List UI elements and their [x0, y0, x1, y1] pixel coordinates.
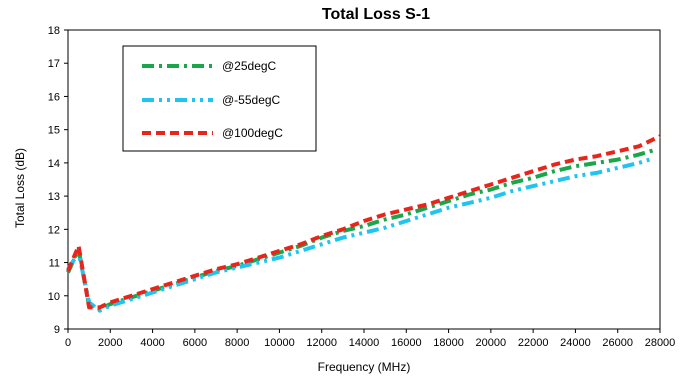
legend-box	[122, 45, 317, 152]
x-tick-label: 28000	[645, 337, 676, 349]
x-tick-label: 0	[65, 337, 71, 349]
legend-label-2: @100degC	[222, 126, 283, 140]
y-tick-label: 10	[48, 291, 60, 303]
x-tick-label: 2000	[98, 337, 122, 349]
y-tick-label: 9	[54, 324, 60, 336]
plot-area: 0 2000 4000 6000 8000 10000 12000 14000 16000 180…	[48, 25, 676, 349]
x-tick-label: 26000	[602, 337, 633, 349]
x-tick-label: 6000	[183, 337, 207, 349]
y-tick-label: 16	[48, 91, 60, 103]
x-tick-label: 10000	[264, 337, 295, 349]
x-tick-label: 22000	[518, 337, 549, 349]
x-tick-label: 4000	[140, 337, 164, 349]
y-axis-label: Total Loss (dB)	[13, 148, 27, 228]
x-axis-label: Frequency (MHz)	[318, 360, 411, 374]
legend-label-1: @-55degC	[222, 93, 281, 107]
x-tick-label: 12000	[306, 337, 337, 349]
y-tick-label: 13	[48, 191, 60, 203]
y-tick-label: 11	[49, 258, 60, 270]
y-tick-label: 15	[48, 125, 60, 137]
x-tick-label: 24000	[560, 337, 591, 349]
y-tick-label: 14	[48, 158, 60, 170]
y-tick-label: 17	[48, 58, 60, 70]
x-tick-label: 14000	[349, 337, 380, 349]
x-tick-label: 20000	[476, 337, 507, 349]
y-tick-label: 18	[48, 25, 60, 37]
y-tick-label: 12	[48, 224, 60, 236]
x-tick-label: 16000	[391, 337, 422, 349]
x-tick-label: 18000	[433, 337, 464, 349]
chart-title: Total Loss S-1	[322, 6, 430, 23]
legend: @25degC @-55degC @100degC	[122, 45, 317, 152]
legend-label-0: @25degC	[222, 59, 277, 73]
x-tick-label: 8000	[225, 337, 249, 349]
series-line-1	[66, 157, 650, 313]
series-line-0	[66, 147, 657, 312]
series-line-2	[66, 134, 661, 310]
